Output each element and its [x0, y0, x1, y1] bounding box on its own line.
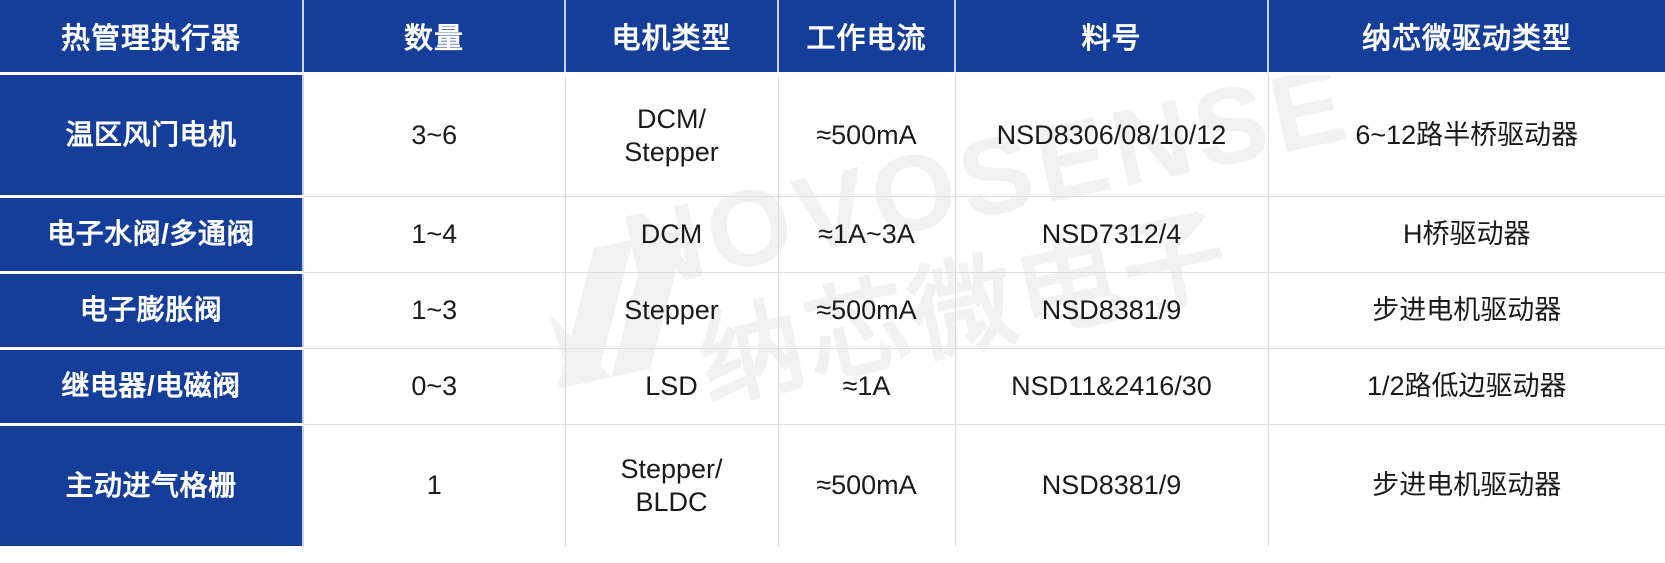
- cell-actuator: 主动进气格栅: [0, 424, 304, 546]
- table-row: 主动进气格栅 1 Stepper/ BLDC ≈500mA NSD8381/9 …: [0, 424, 1665, 546]
- motor-type-line-2: BLDC: [635, 486, 708, 517]
- cell-actuator: 电子水阀/多通阀: [0, 196, 304, 274]
- cell-driver-type: 步进电机驱动器: [1268, 272, 1665, 349]
- table-body: 温区风门电机 3~6 DCM/ Stepper ≈500mA NSD8306/0…: [0, 73, 1665, 546]
- header-row: 热管理执行器 数量 电机类型 工作电流 料号 纳芯微驱动类型: [0, 0, 1665, 75]
- motor-type-line-2: Stepper: [624, 136, 719, 167]
- cell-part-number: NSD11&2416/30: [955, 348, 1269, 425]
- column-header-motor-type: 电机类型: [565, 0, 779, 75]
- column-header-part-number: 料号: [955, 0, 1269, 75]
- cell-actuator: 继电器/电磁阀: [0, 348, 304, 426]
- column-header-current: 工作电流: [778, 0, 956, 75]
- cell-quantity: 0~3: [303, 348, 566, 425]
- cell-current: ≈500mA: [778, 272, 956, 349]
- cell-quantity: 3~6: [303, 73, 566, 197]
- thermal-actuator-spec-table: 热管理执行器 数量 电机类型 工作电流 料号 纳芯微驱动类型 温区风门电机 3~…: [0, 0, 1665, 546]
- motor-type-line-1: Stepper/: [620, 453, 723, 484]
- motor-type-line-1: DCM/: [637, 103, 706, 134]
- table-row: 电子膨胀阀 1~3 Stepper ≈500mA NSD8381/9 步进电机驱…: [0, 272, 1665, 350]
- cell-current: ≈500mA: [778, 73, 956, 197]
- cell-current: ≈500mA: [778, 424, 956, 546]
- cell-motor-type: Stepper: [565, 272, 779, 349]
- column-header-driver-type: 纳芯微驱动类型: [1268, 0, 1665, 75]
- cell-motor-type: DCM/ Stepper: [565, 73, 779, 197]
- column-header-actuator: 热管理执行器: [0, 0, 304, 75]
- table-row: 继电器/电磁阀 0~3 LSD ≈1A NSD11&2416/30 1/2路低边…: [0, 348, 1665, 426]
- table-row: 电子水阀/多通阀 1~4 DCM ≈1A~3A NSD7312/4 H桥驱动器: [0, 196, 1665, 274]
- cell-quantity: 1: [303, 424, 566, 546]
- cell-motor-type: DCM: [565, 196, 779, 273]
- cell-motor-type: Stepper/ BLDC: [565, 424, 779, 546]
- cell-driver-type: 步进电机驱动器: [1372, 470, 1562, 501]
- cell-part-number: NSD7312/4: [955, 196, 1269, 273]
- cell-part-number: NSD8381/9: [955, 272, 1269, 349]
- cell-driver-type: 1/2路低边驱动器: [1268, 348, 1665, 425]
- cell-quantity: 1~4: [303, 196, 566, 273]
- table-row: 温区风门电机 3~6 DCM/ Stepper ≈500mA NSD8306/0…: [0, 73, 1665, 198]
- cell-driver-type: H桥驱动器: [1268, 196, 1665, 273]
- cell-quantity: 1~3: [303, 272, 566, 349]
- cell-part-number: NSD8306/08/10/12: [955, 73, 1269, 197]
- cell-current: ≈1A: [778, 348, 956, 425]
- cell-driver-type: 6~12路半桥驱动器: [1268, 73, 1665, 197]
- cell-motor-type: LSD: [565, 348, 779, 425]
- table-header: 热管理执行器 数量 电机类型 工作电流 料号 纳芯微驱动类型: [0, 0, 1665, 75]
- cell-part-number: NSD8381/9: [955, 424, 1269, 546]
- cell-actuator: 温区风门电机: [0, 73, 304, 198]
- cell-current: ≈1A~3A: [778, 196, 956, 273]
- cell-actuator: 电子膨胀阀: [0, 272, 304, 350]
- column-header-quantity: 数量: [303, 0, 566, 75]
